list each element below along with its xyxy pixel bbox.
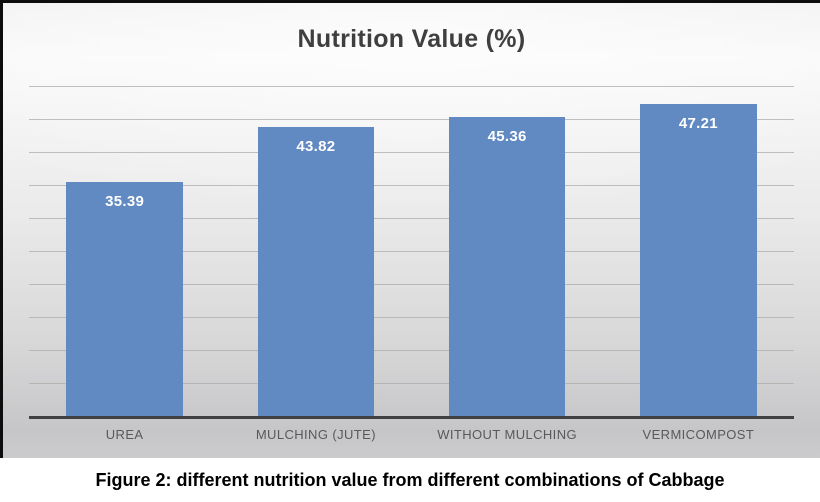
gridline (29, 152, 794, 153)
gridline (29, 284, 794, 285)
gridline (29, 119, 794, 120)
data-label: 35.39 (105, 193, 145, 211)
category-axis: UREA MULCHING (JUTE) WITHOUT MULCHING VERMI… (29, 427, 794, 442)
gridline (29, 350, 794, 351)
bar-column: 35.39 (29, 86, 220, 416)
bar-urea: 35.39 (66, 182, 183, 416)
chart-area: Nutrition Value (%) 35.39 43.82 45.36 47.21… (0, 0, 820, 458)
bar-vermicompost: 47.21 (640, 104, 757, 416)
gridline (29, 251, 794, 252)
category-label: VERMICOMPOST (642, 427, 755, 442)
bar-column: 45.36 (412, 86, 603, 416)
data-label: 43.82 (296, 137, 336, 155)
gridline (29, 185, 794, 186)
gridline (29, 317, 794, 318)
bar-column: 43.82 (220, 86, 411, 416)
category-label: WITHOUT MULCHING (437, 427, 577, 442)
figure-caption: Figure 2: different nutrition value from… (0, 458, 820, 502)
bar-without-mulching: 45.36 (448, 116, 566, 416)
data-label: 45.36 (487, 127, 527, 145)
category-label: UREA (105, 427, 144, 442)
bar-column: 47.21 (603, 86, 794, 416)
gridline (29, 383, 794, 384)
bar-mulching-jute-: 43.82 (257, 126, 375, 416)
gridline (29, 86, 794, 87)
data-label: 47.21 (678, 115, 718, 133)
plot-area: 35.39 43.82 45.36 47.21 (29, 86, 794, 419)
gridline (29, 218, 794, 219)
chart-title: Nutrition Value (%) (297, 25, 526, 53)
bars-row: 35.39 43.82 45.36 47.21 (29, 86, 794, 416)
category-label: MULCHING (JUTE) (255, 427, 376, 442)
